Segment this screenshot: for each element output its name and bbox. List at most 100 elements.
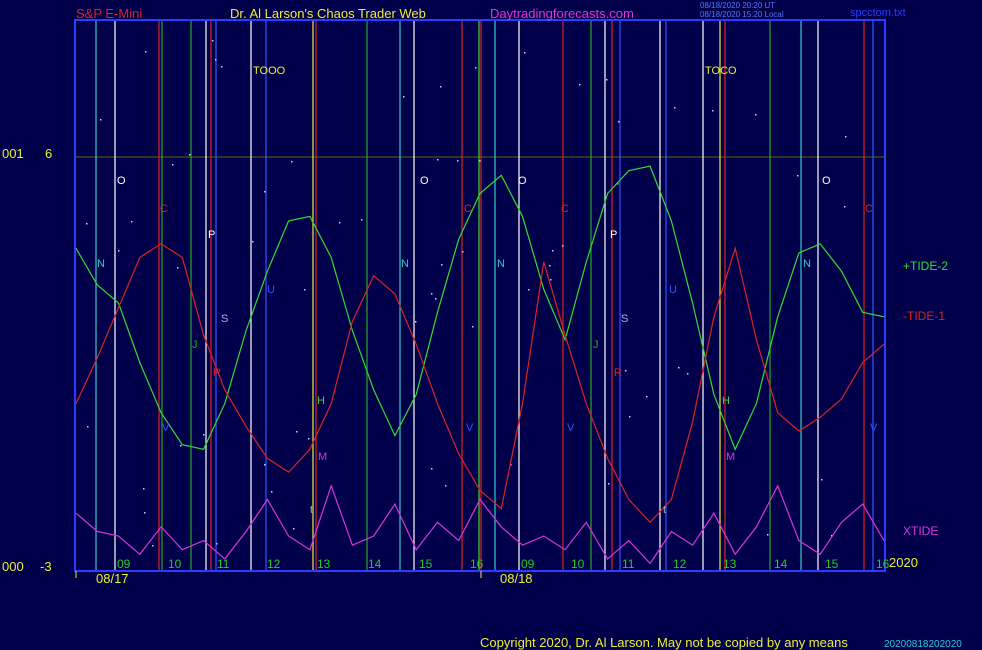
star-dot [617, 183, 619, 185]
star-dot [687, 373, 689, 375]
y-top-left: 001 [2, 146, 24, 161]
hour-tick: 10 [571, 557, 585, 571]
hour-tick: 15 [419, 557, 433, 571]
star-dot [646, 396, 648, 398]
hour-tick: 14 [368, 557, 382, 571]
star-dot [361, 219, 363, 221]
year-label: 2020 [889, 555, 918, 570]
counter: 20200818202020 [884, 639, 962, 650]
series-group [75, 165, 885, 565]
stamp-local: 08/18/2020 15:20 Local [700, 10, 784, 19]
star-dot [221, 66, 223, 68]
marker-v: V [567, 422, 575, 434]
star-dot [618, 121, 620, 123]
star-dot [712, 110, 714, 112]
star-dot [437, 159, 439, 161]
event-lines [95, 21, 874, 570]
marker-o: O [420, 175, 429, 187]
site-url[interactable]: Daytradingforecasts.com [490, 6, 634, 21]
star-dot [403, 96, 405, 98]
star-dot [145, 51, 147, 53]
marker-n: N [401, 258, 409, 270]
star-dot [339, 222, 341, 224]
star-dot [189, 154, 191, 156]
star-dot [462, 251, 464, 253]
series-tide1 [75, 243, 885, 524]
marker-s: S [221, 313, 228, 325]
star-dot [445, 485, 447, 487]
y-bottom-left: 000 [2, 559, 24, 574]
star-dot [131, 221, 133, 223]
marker-m: M [318, 451, 327, 463]
marker-v: V [870, 422, 878, 434]
star-dot [180, 445, 182, 447]
star-dot [415, 321, 417, 323]
star-dot [441, 264, 443, 266]
star-dot [479, 160, 481, 162]
marker-r: R [614, 367, 622, 379]
hour-tick: 15 [825, 557, 839, 571]
marker-h: H [722, 395, 730, 407]
star-dot [797, 175, 799, 177]
hour-tick: 13 [723, 557, 737, 571]
star-dot [472, 326, 474, 328]
symbol-label: S&P E-Mini [76, 6, 142, 21]
star-dot [579, 84, 581, 86]
plot-frame [74, 19, 886, 572]
star-dot [431, 468, 433, 470]
star-dot [457, 160, 459, 162]
date-label-0818: 08/18 [500, 571, 533, 586]
marker-p: P [610, 229, 617, 241]
star-dot [435, 298, 437, 300]
hour-tick: 09 [117, 557, 131, 571]
star-dot [625, 370, 627, 372]
series-tide2 [75, 165, 885, 451]
star-dot [678, 367, 680, 369]
star-dot [552, 250, 554, 252]
marker-j: J [593, 339, 599, 351]
star-dot [264, 464, 266, 466]
legend-tide1: -TIDE-1 [903, 309, 945, 323]
hour-tick: 16 [470, 557, 484, 571]
hour-tick: 10 [168, 557, 182, 571]
marker-o: O [822, 175, 831, 187]
star-dot [264, 191, 266, 193]
hour-tick: 12 [673, 557, 687, 571]
star-dot [767, 534, 769, 536]
star-dot [152, 545, 154, 547]
star-dot [291, 161, 293, 163]
star-dot [524, 52, 526, 54]
marker-j: J [192, 339, 198, 351]
star-dot [674, 107, 676, 109]
hour-tick: 16 [876, 557, 890, 571]
hour-tick: 09 [521, 557, 535, 571]
star-dot [440, 86, 442, 88]
hour-tick: 13 [317, 557, 331, 571]
marker-n: N [803, 258, 811, 270]
marker-u: U [669, 284, 677, 296]
hour-tick: 12 [267, 557, 281, 571]
marker-c: C [160, 203, 168, 215]
marker-c: C [865, 203, 873, 215]
marker-t: t [310, 504, 313, 516]
marker-n: N [497, 258, 505, 270]
hour-tick: 11 [622, 557, 635, 571]
star-dot [550, 279, 552, 281]
marker-v: V [162, 422, 170, 434]
marker-tooo: TOOO [253, 65, 286, 77]
marker-o: O [117, 175, 126, 187]
file-name: spcctom.txt [850, 7, 906, 19]
marker-h: H [317, 395, 325, 407]
planet-markers: TOOO TOCO O O O O C C C C N N N N P P S S J J U U V V V V H H M M R Rt t [97, 65, 878, 516]
star-dot [755, 114, 757, 116]
x-ticks: 09 10 11 12 13 14 15 16 09 10 11 12 13 14 15 16 [117, 557, 890, 571]
legend-xtide: XTIDE [903, 524, 938, 538]
series-xtide [75, 483, 885, 565]
marker-m: M [726, 451, 735, 463]
star-dot [629, 416, 631, 418]
star-dot [296, 431, 298, 433]
star-dot [271, 491, 273, 493]
marker-o: O [518, 175, 527, 187]
stamp-ut: 08/18/2020 20:20 UT [700, 1, 775, 10]
